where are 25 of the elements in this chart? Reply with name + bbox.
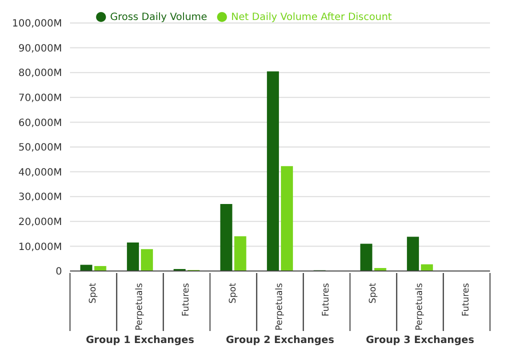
- x-tick-label: Spot: [228, 282, 238, 304]
- y-tick-label: 10,000M: [18, 242, 62, 253]
- y-tick-label: 40,000M: [18, 167, 62, 178]
- text: Group 1 Exchanges: [84, 335, 196, 346]
- y-tick-label: 80,000M: [18, 68, 62, 80]
- legend-label: Gross Daily Volume: [110, 12, 208, 23]
- y-tick-label: 70,000M: [18, 92, 62, 104]
- x-tick-label: Perpetuals: [135, 282, 145, 331]
- text: Group 3 Exchanges: [364, 335, 476, 346]
- x-tick-label: Perpetuals: [275, 282, 285, 331]
- y-tick-label: 0: [56, 266, 62, 278]
- y-tick-label: 100,000M: [12, 18, 62, 30]
- text: Group 2 Exchanges: [224, 335, 336, 346]
- x-tick-label: Futures: [462, 282, 472, 316]
- y-tick-label: 60,000M: [18, 118, 62, 129]
- y-tick-label: 50,000M: [18, 142, 62, 154]
- y-tick-label: 20,000M: [18, 216, 62, 228]
- y-tick-label: 90,000M: [18, 43, 62, 54]
- x-tick-label: Futures: [182, 282, 192, 316]
- x-tick-label: Spot: [368, 282, 378, 304]
- x-tick-label: Spot: [88, 282, 98, 304]
- x-tick-label: Perpetuals: [415, 282, 425, 331]
- x-tick-label: Futures: [322, 282, 332, 316]
- legend-label: Net Daily Volume After Discount: [231, 12, 392, 23]
- y-tick-label: 30,000M: [18, 192, 62, 204]
